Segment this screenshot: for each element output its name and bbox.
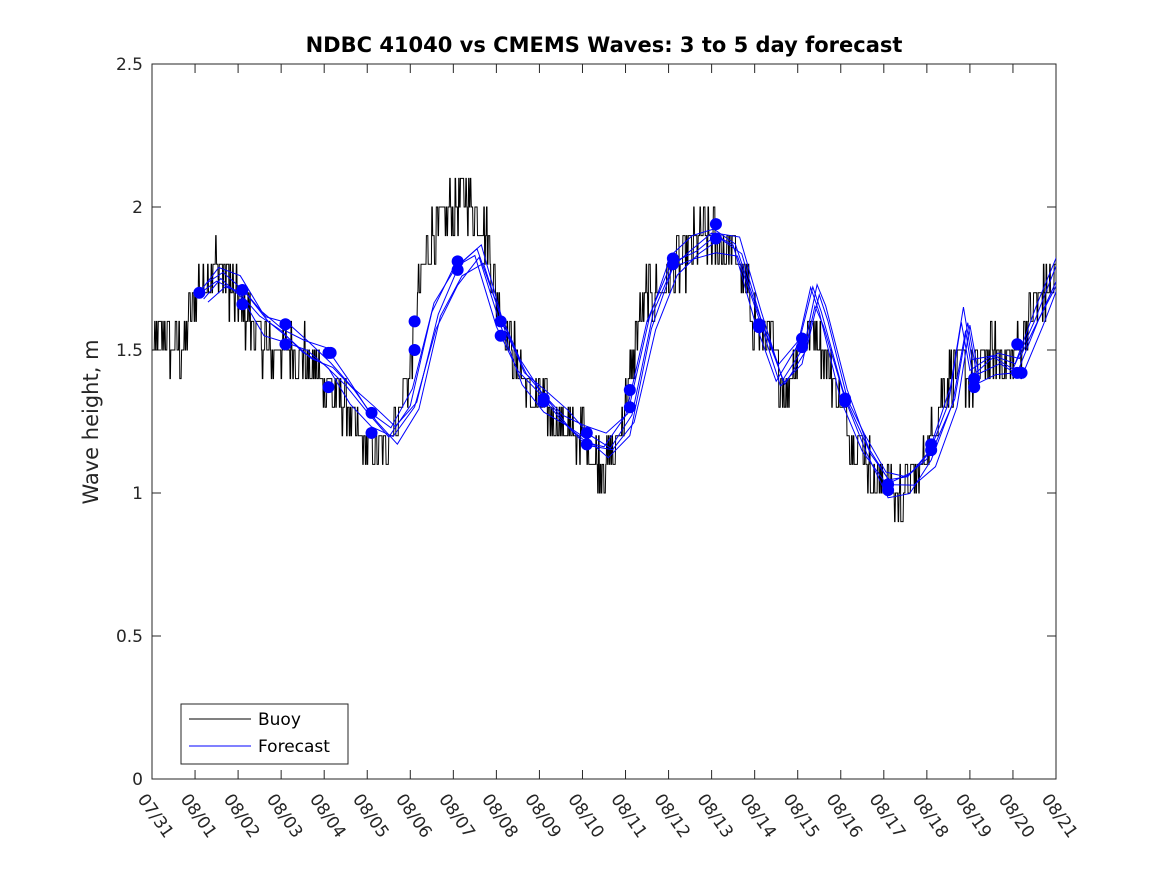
forecast-marker [451,263,464,276]
forecast-marker [236,283,249,296]
forecast-marker [322,381,335,394]
legend-buoy-label: Buoy [258,710,301,730]
forecast-marker [1015,366,1028,379]
forecast-marker [324,346,337,359]
plot-area [151,63,1057,780]
forecast-marker [494,315,507,328]
forecast-marker [968,381,981,394]
forecast-marker [925,444,938,457]
forecast-marker [666,258,679,271]
forecast-marker [408,315,421,328]
forecast-marker [365,406,378,419]
forecast-marker [365,426,378,439]
legend-forecast-label: Forecast [258,737,330,757]
forecast-marker [451,255,464,268]
forecast-marker [580,438,593,451]
forecast-marker [580,426,593,439]
forecast-marker [494,329,507,342]
y-tick-label: 2.5 [116,55,143,75]
forecast-marker [709,218,722,231]
y-tick-label: 0 [132,770,143,790]
y-tick-label: 2 [132,198,143,218]
forecast-marker [279,318,292,331]
forecast-series-line [199,232,1056,482]
forecast-marker [796,341,809,354]
forecast-marker [709,232,722,245]
y-tick-label: 0.5 [116,627,143,647]
forecast-marker [537,395,550,408]
buoy-series-line [152,177,1056,523]
forecast-marker [623,401,636,414]
forecast-marker [968,372,981,385]
legend: Buoy Forecast [180,703,349,765]
forecast-marker [279,338,292,351]
forecast-marker [796,332,809,345]
legend-box [180,703,349,765]
y-tick-label: 1 [132,484,143,504]
forecast-marker [193,286,206,299]
forecast-marker [408,344,421,356]
forecast-series-line [207,238,1056,486]
y-axis-label: Wave height, m [79,339,103,504]
chart-title: NDBC 41040 vs CMEMS Waves: 3 to 5 day fo… [306,33,903,57]
forecast-marker [752,321,765,334]
forecast-marker [839,395,852,408]
forecast-marker [882,484,895,497]
y-tick-label: 1.5 [116,341,143,361]
forecast-marker [236,298,249,311]
y-axis: 0 0.5 1 1.5 2 2.5 [116,55,1056,790]
forecast-series-line [203,252,1056,499]
forecast-marker [623,384,636,397]
marker-layer [193,218,1028,497]
forecast-marker [1011,338,1024,351]
